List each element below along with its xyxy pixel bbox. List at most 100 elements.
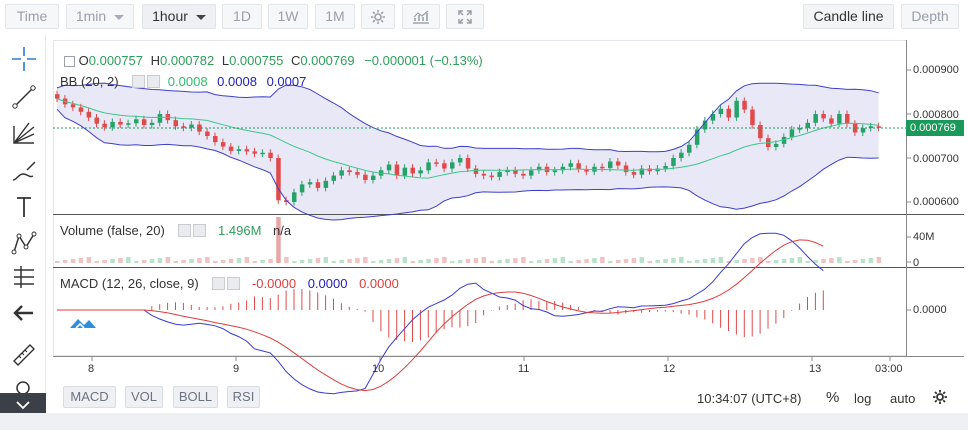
volume-bar — [189, 259, 194, 263]
volume-bar — [339, 260, 344, 263]
percent-scale-button[interactable]: % — [826, 389, 840, 406]
candle-body — [134, 119, 139, 124]
interval-1m-button[interactable]: 1M — [315, 4, 355, 29]
macd-toggle[interactable]: MACD — [63, 386, 116, 408]
candle-body — [489, 175, 494, 178]
volume-bar — [829, 258, 834, 263]
boll-toggle[interactable]: BOLL — [173, 386, 218, 408]
time-tick: 11 — [518, 363, 530, 375]
interval-1d-button[interactable]: 1D — [222, 4, 262, 29]
bb-close-icon[interactable] — [147, 75, 161, 88]
volume-bar — [639, 257, 645, 263]
time-tick: 13 — [809, 363, 822, 375]
volume-bar — [260, 260, 265, 263]
volume-legend: Volume (false, 20) 1.496M n/a — [60, 223, 291, 238]
candle-body — [307, 182, 313, 185]
volume-settings-icon[interactable] — [178, 224, 192, 237]
volume-bar — [307, 259, 313, 263]
interval-1hour-dropdown[interactable]: 1hour — [142, 4, 216, 29]
candle-body — [734, 100, 739, 118]
text-tool[interactable] — [9, 192, 39, 222]
time-button[interactable]: Time — [5, 4, 59, 29]
crosshair-tool[interactable] — [9, 44, 39, 74]
volume-bar — [773, 260, 779, 263]
bb-mid-value: 0.0008 — [167, 74, 208, 89]
candle-body — [536, 166, 542, 171]
candle-body — [513, 170, 518, 174]
candle-body — [805, 122, 810, 129]
candle-body — [189, 124, 194, 128]
candle-body — [213, 136, 218, 143]
logo-icon — [70, 319, 96, 329]
log-scale-button[interactable]: log — [854, 391, 872, 406]
candle-body — [829, 118, 834, 124]
time-tick: 9 — [233, 363, 240, 375]
volume-bar — [694, 260, 700, 263]
candle-body — [852, 123, 858, 133]
candle-body — [260, 152, 265, 155]
pattern-tool[interactable] — [9, 228, 39, 258]
volume-bar — [205, 257, 210, 263]
candle-body — [876, 126, 882, 128]
candle-body — [86, 111, 92, 118]
auto-scale-button[interactable]: auto — [890, 391, 916, 406]
brush-tool[interactable] — [9, 156, 39, 186]
candle-body — [386, 164, 392, 171]
collapse-icon[interactable] — [64, 56, 75, 67]
indicators-button[interactable] — [402, 4, 440, 29]
volume-bar — [442, 257, 447, 263]
candle-body — [860, 128, 866, 133]
gear-icon[interactable] — [932, 389, 948, 405]
measure-tool[interactable] — [9, 340, 39, 370]
settings-button[interactable] — [361, 4, 395, 29]
rsi-toggle[interactable]: RSI — [227, 386, 260, 408]
candle-body — [687, 144, 692, 153]
open-value: 0.000757 — [88, 53, 143, 68]
top-toolbar: Time 1min 1hour 1D 1W 1M Candle line Dep… — [0, 0, 968, 34]
macd-close-icon[interactable] — [227, 277, 241, 290]
candle-line-button[interactable]: Candle line — [803, 4, 894, 29]
candle-body — [118, 121, 123, 125]
fib-tool[interactable] — [9, 118, 39, 148]
fullscreen-button[interactable] — [446, 4, 484, 29]
bb-label: BB (20, 2) — [60, 74, 119, 89]
volume-bar — [228, 259, 234, 263]
bb-upper-line — [56, 82, 879, 153]
interval-1min-dropdown[interactable]: 1min — [66, 4, 134, 29]
volume-bar — [876, 257, 882, 263]
volume-bar — [481, 257, 487, 263]
candle-body — [110, 121, 115, 128]
candle-body — [671, 158, 676, 166]
low-label: L — [221, 53, 230, 68]
volume-tick: 40M — [913, 231, 935, 243]
bb-settings-icon[interactable] — [132, 75, 146, 88]
candle-body — [521, 173, 526, 176]
volume-bar — [750, 258, 755, 263]
back-tool[interactable] — [9, 298, 39, 328]
candle-body — [55, 94, 60, 99]
vol-toggle[interactable]: VOL — [125, 386, 163, 408]
volume-close-icon[interactable] — [193, 224, 207, 237]
clock: 10:34:07 (UTC+8) — [697, 391, 802, 406]
volume-bar — [394, 258, 400, 263]
chevron-down-icon — [114, 14, 125, 20]
macd-hist-value: -0.0000 — [251, 276, 297, 291]
candle-body — [663, 165, 668, 169]
depth-button[interactable]: Depth — [901, 4, 959, 29]
volume-bar — [663, 259, 668, 263]
candle-body — [710, 114, 716, 121]
candle-body — [339, 170, 344, 176]
volume-bar — [560, 257, 566, 263]
volume-bar — [434, 258, 439, 263]
volume-bar — [378, 260, 384, 263]
trend-line-tool[interactable] — [9, 82, 39, 112]
volume-bar — [623, 259, 629, 263]
volume-bar — [631, 258, 637, 263]
volume-bar — [165, 257, 171, 263]
interval-1w-button[interactable]: 1W — [268, 4, 308, 29]
candle-body — [608, 161, 613, 169]
candle-body — [465, 158, 471, 169]
macd-settings-icon[interactable] — [212, 277, 226, 290]
prediction-tool[interactable] — [9, 262, 39, 292]
